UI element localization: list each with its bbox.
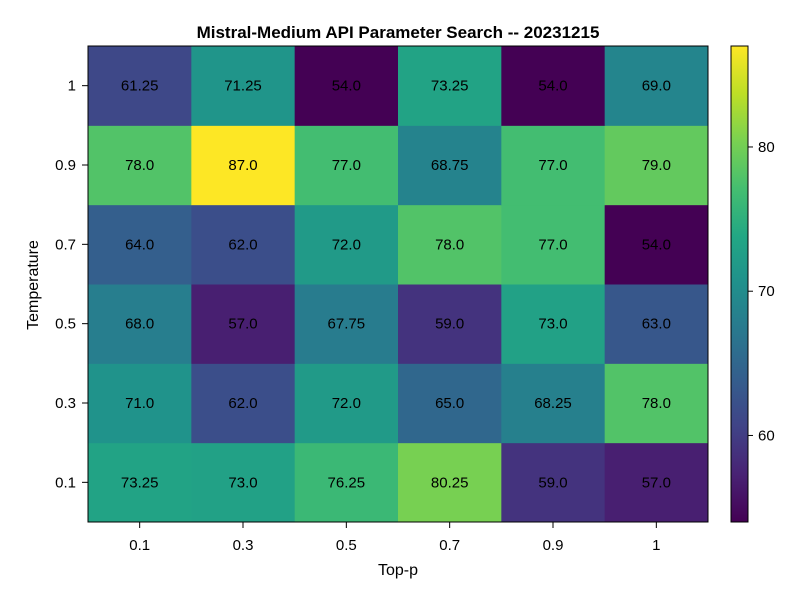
heatmap-cell <box>604 46 709 126</box>
heatmap-cell <box>398 46 502 126</box>
heatmap-cell <box>294 363 399 444</box>
heatmap-cell <box>294 46 399 126</box>
heatmap-cell-labels: 73.25 73.0 76.25 80.25 59.0 57.0 71.0 62.0 72.0 6… <box>121 78 671 492</box>
heatmap-cell <box>398 204 502 285</box>
x-tick-label: 1 <box>652 537 660 554</box>
heatmap-cell <box>501 442 606 523</box>
chart-title: Mistral-Medium API Parameter Search -- 2… <box>197 23 600 42</box>
heatmap-cell <box>294 442 399 523</box>
y-axis-label: Temperature <box>25 240 42 330</box>
cell-value-label: 68.75 <box>431 157 469 174</box>
y-tick-label: 0.9 <box>55 157 76 174</box>
cell-value-label: 65.0 <box>435 395 464 412</box>
cell-value-label: 68.25 <box>534 395 572 412</box>
cell-value-label: 73.0 <box>228 474 257 491</box>
heatmap-cell <box>501 363 606 444</box>
heatmap-cell <box>191 442 296 523</box>
cell-value-label: 68.0 <box>125 316 154 333</box>
cell-value-label: 78.0 <box>642 395 671 412</box>
x-tick-label: 0.1 <box>129 537 150 554</box>
cell-value-label: 61.25 <box>121 78 159 95</box>
heatmap-cell <box>604 442 709 523</box>
cell-value-label: 54.0 <box>538 78 567 95</box>
heatmap-cell <box>604 284 709 364</box>
cell-value-label: 54.0 <box>642 236 671 253</box>
cell-value-label: 67.75 <box>328 316 366 333</box>
heatmap-cell <box>88 46 192 126</box>
heatmap-cell <box>88 442 192 523</box>
heatmap-cell <box>501 204 606 285</box>
heatmap-cell <box>604 204 709 285</box>
heatmap-cell <box>604 363 709 444</box>
cell-value-label: 79.0 <box>642 157 671 174</box>
x-axis-label: Top-p <box>378 562 418 579</box>
cell-value-label: 59.0 <box>435 316 464 333</box>
colorbar: 60 70 80 <box>730 45 775 523</box>
y-tick-label: 0.3 <box>55 395 76 412</box>
cell-value-label: 80.25 <box>431 474 469 491</box>
x-tick-label: 0.3 <box>233 537 254 554</box>
cell-value-label: 71.25 <box>224 78 262 95</box>
cell-value-label: 64.0 <box>125 236 154 253</box>
heatmap-cell <box>398 125 502 206</box>
heatmap-cell <box>191 46 296 126</box>
heatmap-cell <box>191 204 296 285</box>
cell-value-label: 77.0 <box>538 157 567 174</box>
y-tick-label: 0.5 <box>55 316 76 333</box>
heatmap-cell <box>398 363 502 444</box>
heatmap-cell <box>294 204 399 285</box>
cell-value-label: 72.0 <box>332 395 361 412</box>
heatmap-cell <box>88 363 192 444</box>
heatmap-cell <box>398 284 502 364</box>
heatmap-cell <box>191 125 296 206</box>
heatmap-cell <box>88 204 192 285</box>
heatmap-cell <box>191 363 296 444</box>
heatmap-cell <box>501 46 606 126</box>
cell-value-label: 59.0 <box>538 474 567 491</box>
cell-value-label: 63.0 <box>642 316 671 333</box>
x-tick-label: 0.9 <box>543 537 564 554</box>
cell-value-label: 76.25 <box>328 474 366 491</box>
heatmap-cell <box>604 125 709 206</box>
y-tick-label: 0.7 <box>55 236 76 253</box>
cell-value-label: 73.25 <box>431 78 469 95</box>
colorbar-tick-label: 60 <box>758 427 775 444</box>
cell-value-label: 73.25 <box>121 474 159 491</box>
x-tick-label: 0.5 <box>336 537 357 554</box>
y-tick-label: 1 <box>68 78 76 95</box>
cell-value-label: 72.0 <box>332 236 361 253</box>
cell-value-label: 71.0 <box>125 395 154 412</box>
cell-value-label: 62.0 <box>228 236 257 253</box>
heatmap-cells <box>88 46 709 523</box>
cell-value-label: 62.0 <box>228 395 257 412</box>
colorbar-tick-label: 80 <box>758 139 775 156</box>
heatmap-cell <box>294 284 399 364</box>
cell-value-label: 77.0 <box>538 236 567 253</box>
heatmap-cell <box>398 442 502 523</box>
cell-value-label: 57.0 <box>228 316 257 333</box>
colorbar-gradient <box>730 45 749 523</box>
cell-value-label: 57.0 <box>642 474 671 491</box>
x-tick-label: 0.7 <box>439 537 460 554</box>
x-axis-ticks: 0.1 0.3 0.5 0.7 0.9 1 <box>129 522 661 554</box>
y-axis-ticks: 0.1 0.3 0.5 0.7 0.9 1 <box>55 78 88 491</box>
plot-frame <box>87 45 709 523</box>
heatmap-cell <box>501 284 606 364</box>
heatmap-cell <box>294 125 399 206</box>
cell-value-label: 77.0 <box>332 157 361 174</box>
cell-value-label: 87.0 <box>228 157 257 174</box>
heatmap-cell <box>88 125 192 206</box>
y-tick-label: 0.1 <box>55 474 76 491</box>
cell-value-label: 78.0 <box>435 236 464 253</box>
heatmap-cell <box>191 284 296 364</box>
cell-value-label: 78.0 <box>125 157 154 174</box>
colorbar-tick-label: 70 <box>758 283 775 300</box>
cell-value-label: 54.0 <box>332 78 361 95</box>
cell-value-label: 73.0 <box>538 316 567 333</box>
cell-value-label: 69.0 <box>642 78 671 95</box>
heatmap-cell <box>501 125 606 206</box>
heatmap-cell <box>88 284 192 364</box>
